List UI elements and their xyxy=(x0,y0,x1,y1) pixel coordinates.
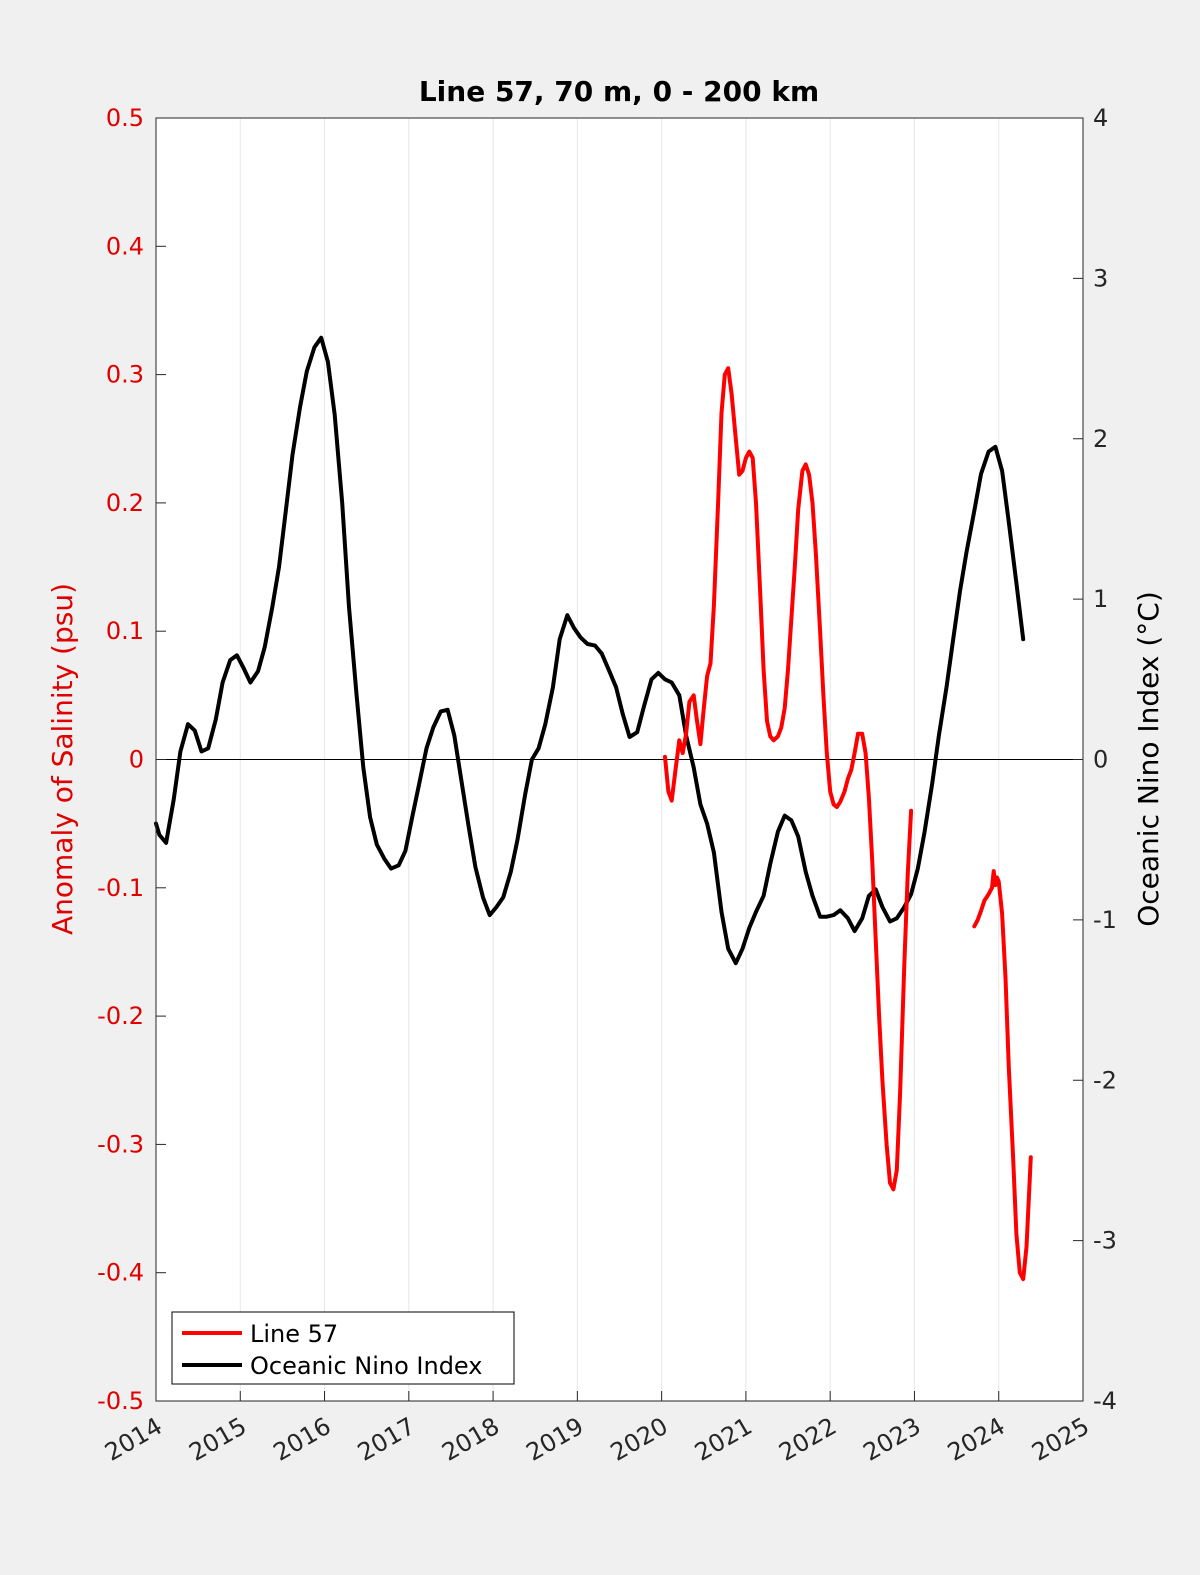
y-axis-right-label: Oceanic Nino Index (°C) xyxy=(1132,591,1165,927)
y-right-tick-label: -4 xyxy=(1093,1387,1117,1415)
legend-label-oni: Oceanic Nino Index xyxy=(250,1352,482,1380)
y-left-tick-label: -0.4 xyxy=(97,1259,144,1287)
y-left-tick-label: 0.4 xyxy=(106,232,144,260)
axes-box xyxy=(155,117,1084,1402)
series-line-line57 xyxy=(663,366,914,1192)
y-right-tick-label: -2 xyxy=(1093,1066,1117,1094)
series-line-oni xyxy=(154,335,1026,966)
y-left-tick-label: -0.5 xyxy=(97,1387,144,1415)
legend-box xyxy=(171,1311,515,1385)
chart-title: Line 57, 70 m, 0 - 200 km xyxy=(419,75,819,108)
y-left-tick-label: -0.1 xyxy=(97,874,144,902)
y-left-tick-label: 0.1 xyxy=(106,617,144,645)
y-left-tick-label: 0.5 xyxy=(106,104,144,132)
y-left-tick-label: 0.2 xyxy=(106,489,144,517)
y-right-tick-label: -1 xyxy=(1093,906,1117,934)
legend-label-line57: Line 57 xyxy=(250,1320,338,1348)
legend: Line 57 Oceanic Nino Index xyxy=(171,1311,515,1385)
y-right-tick-label: -3 xyxy=(1093,1227,1117,1255)
y-axis-left-label: Anomaly of Salinity (psu) xyxy=(46,583,79,935)
y-right-tick-label: 2 xyxy=(1093,425,1108,453)
y-left-tick-label: 0.3 xyxy=(106,361,144,389)
y-right-tick-label: 1 xyxy=(1093,585,1108,613)
series-group xyxy=(154,335,1033,1282)
y-right-tick-label: 0 xyxy=(1093,746,1108,774)
series-line-line57 xyxy=(972,869,1033,1282)
y-right-tick-label: 4 xyxy=(1093,104,1108,132)
y-right-tick-label: 3 xyxy=(1093,264,1108,292)
y-left-tick-label: -0.3 xyxy=(97,1130,144,1158)
y-left-tick-label: -0.2 xyxy=(97,1002,144,1030)
axes-group xyxy=(155,117,1084,1402)
y-left-tick-label: 0 xyxy=(129,746,144,774)
